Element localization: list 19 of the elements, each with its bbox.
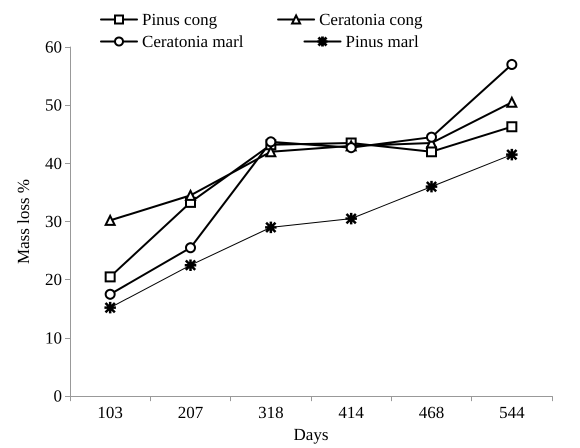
y-tick-label: 30	[45, 212, 62, 232]
x-tick-label: 318	[258, 403, 284, 422]
legend-label: Pinus cong	[142, 10, 218, 29]
y-tick-label: 20	[45, 270, 62, 290]
legend-label: Pinus marl	[345, 32, 419, 51]
x-tick-label: 544	[499, 403, 526, 422]
x-tick-label: 414	[338, 403, 364, 422]
y-tick-label: 10	[45, 328, 62, 348]
legend-label: Ceratonia cong	[319, 10, 423, 29]
y-tick-label: 0	[54, 386, 62, 406]
y-tick-label: 50	[45, 96, 62, 115]
x-axis-title: Days	[294, 425, 328, 444]
y-axis-title: Mass loss %	[14, 179, 33, 264]
y-tick-label: 60	[45, 38, 62, 56]
x-tick-label: 468	[418, 403, 444, 422]
x-tick-label: 103	[97, 403, 123, 422]
y-tick-label: 40	[45, 154, 62, 173]
x-tick-label: 207	[178, 403, 204, 422]
legend-label: Ceratonia marl	[142, 32, 244, 51]
